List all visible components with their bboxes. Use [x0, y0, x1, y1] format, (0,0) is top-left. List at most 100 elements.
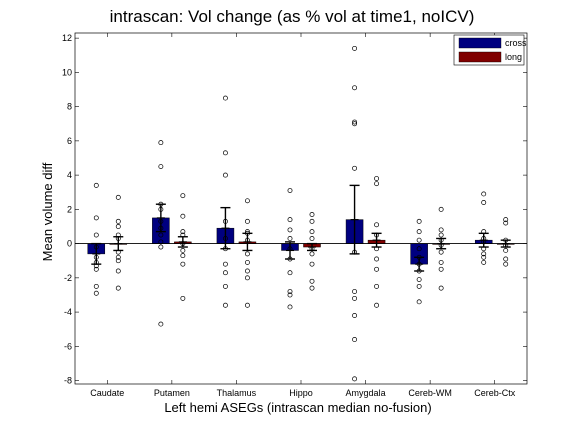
y-tick-label: 0 — [67, 239, 72, 249]
data-point-cross — [93, 283, 99, 289]
data-point-cross — [93, 182, 99, 188]
data-point-cross — [158, 201, 164, 207]
data-point-cross — [158, 239, 164, 245]
data-point-cross — [93, 244, 99, 250]
data-point-cross — [352, 45, 358, 51]
x-tick-label: Amygdala — [346, 388, 386, 398]
data-point-long — [374, 256, 380, 262]
data-point-long — [180, 241, 186, 247]
x-tick-label: Hippo — [289, 388, 313, 398]
data-point-cross — [416, 268, 422, 274]
data-point-long — [244, 302, 250, 308]
data-point-long — [438, 249, 444, 255]
data-point-cross — [352, 85, 358, 91]
data-point-long — [180, 247, 186, 253]
data-point-long — [503, 247, 509, 253]
data-point-cross — [416, 277, 422, 283]
y-tick-label: -6 — [64, 341, 72, 351]
data-point-cross — [222, 270, 228, 276]
data-point-cross — [287, 292, 293, 298]
data-point-cross — [481, 246, 487, 252]
y-tick-label: 8 — [67, 102, 72, 112]
data-point-long — [180, 253, 186, 259]
chart-title: intrascan: Vol change (as % vol at time1… — [110, 7, 475, 26]
data-point-long — [244, 230, 250, 236]
data-point-long — [115, 236, 121, 241]
data-point-cross — [416, 254, 422, 260]
data-point-cross — [287, 256, 293, 262]
data-point-long — [438, 285, 444, 291]
data-point-cross — [287, 289, 293, 294]
data-point-cross — [481, 200, 487, 205]
data-point-long — [374, 181, 380, 187]
data-point-long — [438, 232, 444, 238]
data-point-cross — [158, 164, 164, 170]
data-point-cross — [416, 299, 422, 305]
data-point-cross — [158, 206, 164, 212]
data-point-cross — [481, 229, 487, 235]
data-point-cross — [481, 251, 487, 257]
data-point-long — [244, 198, 250, 204]
data-point-long — [438, 242, 444, 248]
data-point-long — [438, 259, 444, 265]
data-point-long — [309, 236, 315, 241]
data-point-cross — [352, 337, 358, 342]
data-point-long — [244, 251, 250, 257]
x-tick-label: Putamen — [154, 388, 190, 398]
data-point-long — [244, 237, 250, 243]
plot-area: -8 -6 -4 -2 0 2 4 6 8 10 12 Caudate Putamen Thalamus H… — [62, 33, 527, 398]
data-point-long — [115, 285, 121, 291]
data-point-cross — [158, 232, 164, 238]
data-point-long — [115, 232, 121, 238]
data-point-long — [503, 256, 509, 262]
data-point-cross — [352, 313, 358, 318]
y-tick-label: -2 — [64, 273, 72, 283]
data-point-cross — [287, 217, 293, 223]
data-point-long — [115, 224, 121, 229]
data-point-cross — [352, 295, 358, 301]
data-point-cross — [158, 225, 164, 231]
data-point-long — [503, 242, 509, 248]
data-point-long — [309, 246, 315, 252]
data-point-cross — [352, 249, 358, 255]
data-point-cross — [158, 244, 164, 250]
data-point-long — [244, 259, 250, 265]
data-point-cross — [158, 140, 164, 146]
data-point-long — [180, 229, 186, 235]
data-point-cross — [287, 270, 293, 276]
legend: cross long — [453, 34, 527, 66]
data-point-long — [309, 212, 315, 217]
data-point-long — [244, 229, 250, 235]
data-point-cross — [416, 237, 422, 243]
legend-swatch-long — [458, 51, 502, 63]
x-axis-label: Left hemi ASEGs (intrascan median no-fus… — [164, 400, 431, 415]
data-point-long — [438, 237, 444, 243]
data-point-cross — [287, 188, 293, 193]
data-point-cross — [352, 121, 358, 127]
data-point-cross — [93, 290, 99, 296]
data-point-long — [180, 213, 186, 219]
data-point-cross — [352, 165, 358, 171]
x-tick-label: Caudate — [90, 388, 124, 398]
data-point-cross — [93, 254, 99, 260]
data-point-long — [374, 222, 380, 228]
data-point-cross — [481, 239, 487, 245]
data-point-cross — [222, 283, 228, 289]
data-point-long — [309, 218, 315, 224]
data-point-cross — [158, 218, 164, 224]
y-tick-label: 6 — [67, 136, 72, 146]
data-point-long — [180, 261, 186, 267]
data-point-cross — [222, 236, 228, 241]
data-point-long — [309, 261, 315, 267]
data-point-long — [115, 254, 121, 260]
y-tick-label: 12 — [62, 33, 72, 43]
data-point-cross — [352, 289, 358, 294]
data-point-long — [115, 258, 121, 264]
data-point-cross — [287, 236, 293, 241]
data-point-cross — [222, 95, 228, 101]
x-tick-label: Thalamus — [217, 388, 257, 398]
data-point-long — [115, 249, 121, 255]
data-point-long — [374, 232, 380, 238]
data-point-cross — [222, 246, 228, 252]
data-point-cross — [93, 232, 99, 238]
